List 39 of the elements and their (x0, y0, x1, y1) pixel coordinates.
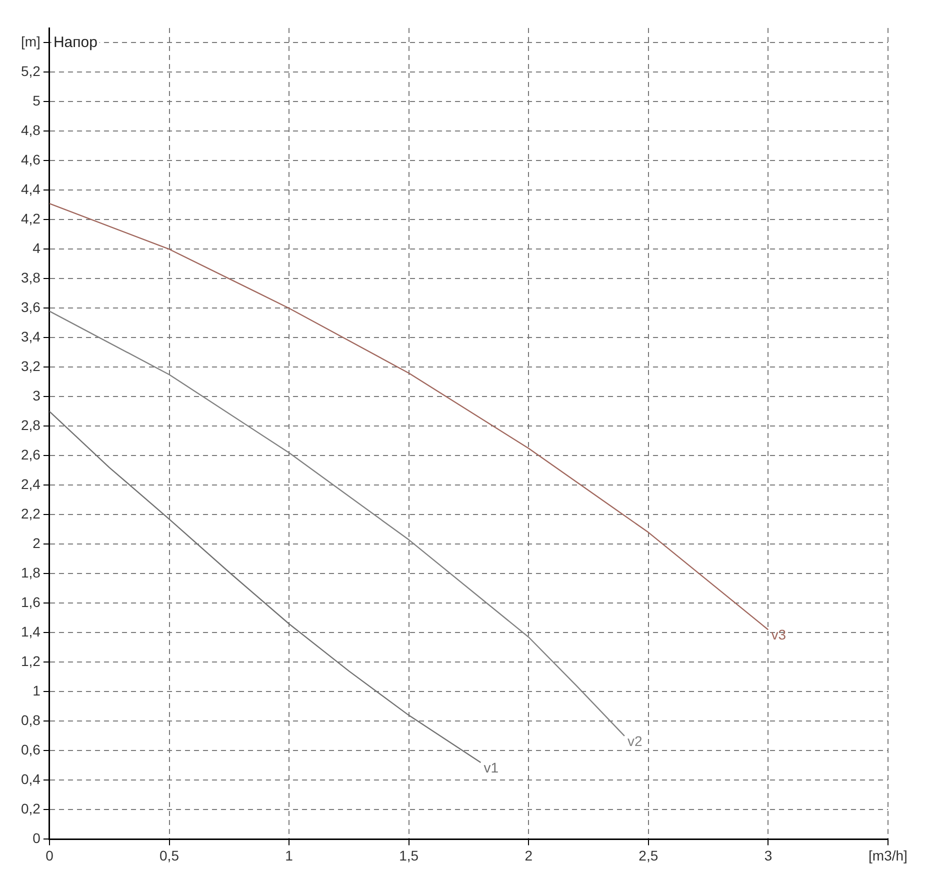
y-tick-label: 1,2 (20, 653, 41, 670)
y-tick-label: 5 (32, 92, 41, 109)
y-tick-label: 2,2 (20, 506, 41, 522)
y-tick-label: 4,6 (20, 152, 41, 168)
x-tick-label: 1,5 (399, 847, 419, 864)
y-tick-label: 0,8 (20, 712, 41, 728)
y-tick-label: 3,2 (20, 358, 41, 374)
y-tick-label: [m] (21, 34, 40, 50)
x-tick-label: 2,5 (638, 847, 658, 864)
x-tick-label: 2 (524, 847, 533, 864)
x-tick-label: [m3/h] (868, 847, 908, 864)
chart-title: Напор (53, 34, 98, 51)
x-tick-label: 3 (764, 847, 772, 864)
y-tick-label: 3,6 (20, 299, 41, 316)
y-tick-label: 1,4 (20, 624, 41, 640)
y-tick-label: 0,2 (20, 800, 41, 817)
y-tick-label: 2,4 (20, 476, 41, 492)
y-tick-label: 3 (32, 388, 41, 404)
y-tick-label: 2,8 (20, 417, 41, 434)
y-tick-label: 2 (32, 535, 41, 552)
y-tick-label: 2,6 (20, 446, 41, 463)
y-tick-label: 4,8 (20, 122, 41, 138)
y-tick-label: 0,4 (20, 771, 41, 788)
y-tick-label: 1,6 (20, 594, 41, 610)
x-tick-label: 1 (285, 847, 294, 864)
series-label: v1 (484, 759, 499, 776)
x-tick-label: 0,5 (160, 847, 180, 864)
y-tick-label: 4 (32, 240, 41, 256)
y-tick-label: 3,4 (20, 328, 41, 345)
y-tick-label: 3,8 (20, 270, 41, 286)
y-tick-label: 0 (32, 830, 41, 846)
y-tick-label: 5,2 (20, 63, 41, 80)
y-tick-label: 0,6 (20, 742, 41, 758)
y-tick-label: 1,8 (20, 564, 41, 581)
x-tick-label: 0 (46, 847, 54, 864)
y-tick-label: 4,4 (20, 181, 41, 198)
series-label: v2 (627, 732, 642, 749)
y-tick-label: 1 (32, 682, 41, 699)
y-tick-label: 4,2 (20, 210, 41, 227)
